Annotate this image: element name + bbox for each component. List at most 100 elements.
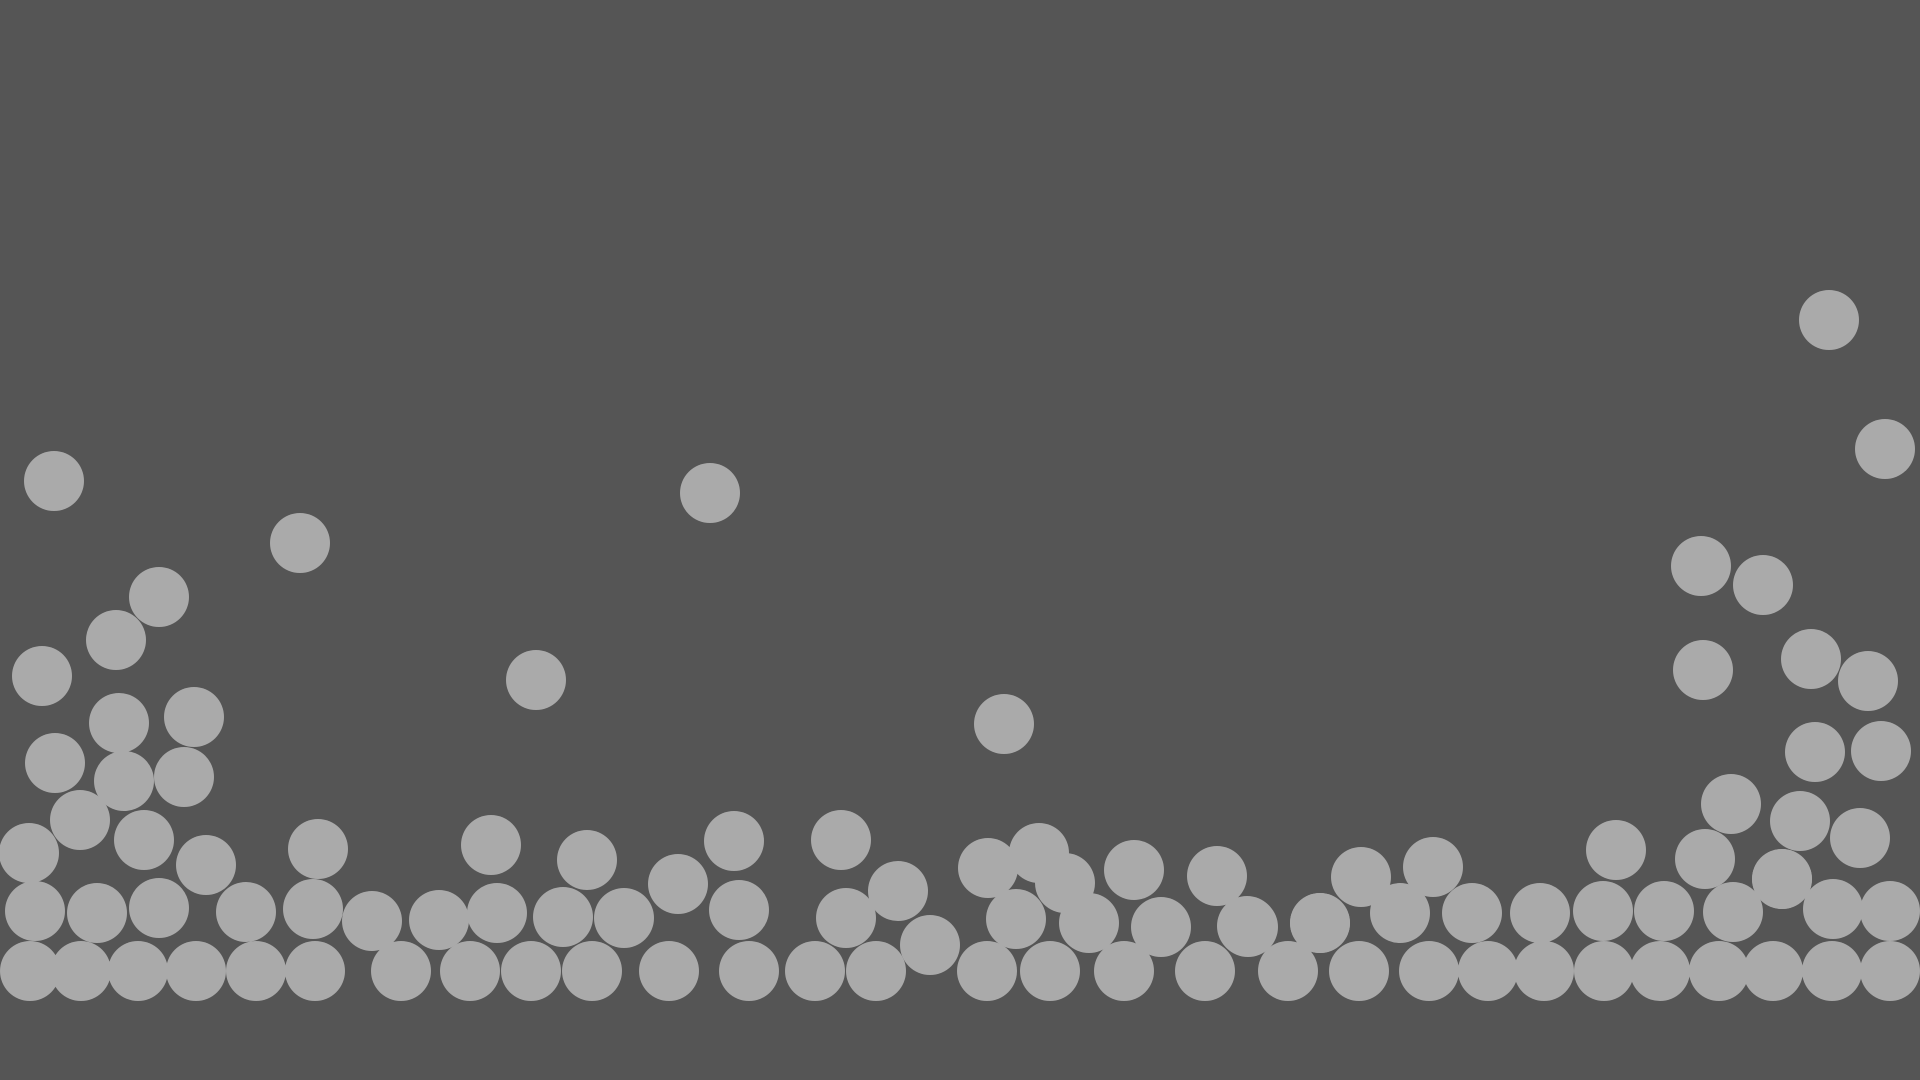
ball[interactable]: [164, 687, 224, 747]
ball[interactable]: [1290, 893, 1350, 953]
ball[interactable]: [704, 811, 764, 871]
ball[interactable]: [89, 693, 149, 753]
ball[interactable]: [0, 941, 60, 1001]
ball[interactable]: [409, 890, 469, 950]
ball[interactable]: [1634, 881, 1694, 941]
ball[interactable]: [129, 878, 189, 938]
ball[interactable]: [1094, 941, 1154, 1001]
ball[interactable]: [1458, 941, 1518, 1001]
ball[interactable]: [1675, 829, 1735, 889]
ball[interactable]: [1574, 941, 1634, 1001]
ball[interactable]: [1851, 721, 1911, 781]
ball[interactable]: [129, 567, 189, 627]
ball[interactable]: [1799, 290, 1859, 350]
ball[interactable]: [1514, 941, 1574, 1001]
ball[interactable]: [216, 882, 276, 942]
ball[interactable]: [1673, 640, 1733, 700]
ball[interactable]: [1630, 941, 1690, 1001]
ball[interactable]: [501, 941, 561, 1001]
ball[interactable]: [1370, 883, 1430, 943]
ball[interactable]: [900, 915, 960, 975]
ball[interactable]: [562, 941, 622, 1001]
ball[interactable]: [154, 747, 214, 807]
ball[interactable]: [1855, 419, 1915, 479]
ball[interactable]: [958, 838, 1018, 898]
ball[interactable]: [5, 881, 65, 941]
ball[interactable]: [957, 941, 1017, 1001]
ball[interactable]: [1218, 897, 1278, 957]
ball[interactable]: [440, 941, 500, 1001]
ball[interactable]: [1860, 881, 1920, 941]
ball[interactable]: [1573, 881, 1633, 941]
ball[interactable]: [1701, 774, 1761, 834]
ball[interactable]: [811, 810, 871, 870]
ball[interactable]: [166, 941, 226, 1001]
ball[interactable]: [1733, 555, 1793, 615]
ball[interactable]: [680, 463, 740, 523]
ball[interactable]: [1803, 879, 1863, 939]
ball[interactable]: [86, 610, 146, 670]
ball[interactable]: [1770, 791, 1830, 851]
ball[interactable]: [1258, 941, 1318, 1001]
ball[interactable]: [816, 888, 876, 948]
ball[interactable]: [1671, 536, 1731, 596]
ball[interactable]: [639, 941, 699, 1001]
ball[interactable]: [94, 751, 154, 811]
ball[interactable]: [226, 941, 286, 1001]
ball[interactable]: [506, 650, 566, 710]
ball[interactable]: [371, 941, 431, 1001]
ball[interactable]: [285, 941, 345, 1001]
ball[interactable]: [1860, 941, 1920, 1001]
ball[interactable]: [648, 854, 708, 914]
ball[interactable]: [785, 941, 845, 1001]
ball[interactable]: [986, 889, 1046, 949]
ball[interactable]: [288, 819, 348, 879]
ball[interactable]: [1020, 941, 1080, 1001]
ball[interactable]: [533, 887, 593, 947]
ball[interactable]: [1689, 941, 1749, 1001]
ball[interactable]: [270, 513, 330, 573]
ball[interactable]: [1059, 893, 1119, 953]
ball[interactable]: [974, 694, 1034, 754]
ball[interactable]: [67, 883, 127, 943]
ball[interactable]: [1009, 823, 1069, 883]
ball[interactable]: [594, 888, 654, 948]
ball[interactable]: [1104, 840, 1164, 900]
ball[interactable]: [1743, 941, 1803, 1001]
ball[interactable]: [342, 891, 402, 951]
ball[interactable]: [24, 451, 84, 511]
ball[interactable]: [1752, 849, 1812, 909]
ball[interactable]: [461, 815, 521, 875]
ball[interactable]: [176, 835, 236, 895]
ball[interactable]: [1175, 941, 1235, 1001]
ball[interactable]: [709, 880, 769, 940]
ball[interactable]: [467, 883, 527, 943]
ball[interactable]: [1802, 941, 1862, 1001]
ball[interactable]: [1785, 722, 1845, 782]
ball[interactable]: [1510, 883, 1570, 943]
ball[interactable]: [1781, 629, 1841, 689]
ball[interactable]: [1187, 846, 1247, 906]
ball[interactable]: [1399, 941, 1459, 1001]
ball[interactable]: [557, 830, 617, 890]
ball[interactable]: [868, 861, 928, 921]
ball[interactable]: [114, 810, 174, 870]
ball[interactable]: [719, 941, 779, 1001]
ball[interactable]: [846, 941, 906, 1001]
ball[interactable]: [1703, 882, 1763, 942]
ball[interactable]: [25, 733, 85, 793]
ball[interactable]: [12, 646, 72, 706]
ball[interactable]: [0, 823, 59, 883]
ball[interactable]: [1131, 897, 1191, 957]
ball[interactable]: [1403, 837, 1463, 897]
ball[interactable]: [1331, 847, 1391, 907]
ball[interactable]: [51, 941, 111, 1001]
ball[interactable]: [108, 941, 168, 1001]
ball[interactable]: [50, 790, 110, 850]
ball[interactable]: [1830, 808, 1890, 868]
ball[interactable]: [283, 879, 343, 939]
ball[interactable]: [1586, 820, 1646, 880]
ball[interactable]: [1329, 941, 1389, 1001]
ball[interactable]: [1838, 651, 1898, 711]
